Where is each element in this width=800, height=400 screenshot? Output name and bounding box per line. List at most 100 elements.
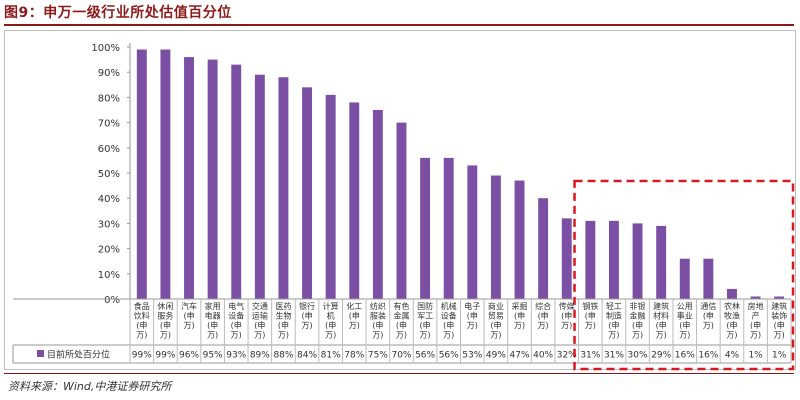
value-label: 1%	[772, 351, 787, 361]
category-label: 银行(申万)	[299, 301, 315, 330]
bar	[561, 218, 572, 299]
value-label: 81%	[321, 351, 341, 361]
category-label: 建筑装饰(申万)	[771, 301, 787, 340]
legend-swatch	[37, 350, 44, 357]
bar	[632, 223, 643, 299]
source-note: 资料来源：Wind,中港证券研究所	[8, 380, 172, 393]
bar	[538, 198, 549, 299]
category-label: 轻工制造(申万)	[606, 301, 622, 340]
legend-label: 目前所处百分位	[47, 349, 110, 361]
category-label: 汽车(申万)	[181, 301, 197, 330]
bar	[490, 175, 501, 299]
y-tick-label: 60%	[98, 144, 120, 155]
category-label: 国防军工(申万)	[417, 301, 433, 340]
bar	[396, 122, 407, 299]
bar	[443, 157, 454, 299]
bar	[656, 225, 667, 299]
value-label: 4%	[725, 351, 740, 361]
category-label: 商业贸易(申万)	[488, 301, 504, 340]
category-label: 计算机(申万)	[323, 301, 339, 340]
y-tick-label: 20%	[98, 245, 120, 256]
category-label: 公用事业(申万)	[677, 302, 693, 340]
value-label: 89%	[250, 351, 270, 361]
category-label: 非银金融(申万)	[630, 301, 646, 340]
category-label: 电气设备(申万)	[228, 301, 244, 340]
bar	[160, 49, 171, 299]
value-label: 78%	[344, 351, 364, 361]
title-divider	[4, 24, 794, 26]
value-label: 16%	[698, 351, 718, 361]
footer-divider	[4, 373, 794, 374]
y-tick-label: 70%	[98, 119, 120, 130]
y-tick-label: 90%	[98, 68, 120, 79]
bar	[325, 94, 336, 299]
bar	[136, 49, 147, 299]
value-label: 96%	[179, 351, 199, 361]
y-tick-label: 30%	[98, 219, 120, 230]
value-label: 1%	[748, 351, 763, 361]
bar-chart: 0% 10% 20% 30% 40% 50% 60% 70% 80% 90% 100% 食品饮料(申万…	[12, 43, 795, 371]
bar	[184, 57, 194, 299]
value-label: 56%	[439, 351, 459, 361]
category-label: 交通运输(申万)	[252, 301, 268, 340]
bar	[679, 258, 690, 299]
category-label: 建筑材料(申万)	[653, 301, 669, 340]
y-tick-label: 0%	[104, 295, 120, 306]
value-label: 93%	[226, 351, 246, 361]
bar	[207, 59, 218, 299]
value-label: 31%	[604, 351, 624, 361]
y-tick-label: 50%	[98, 169, 120, 180]
y-tick-label: 40%	[98, 194, 120, 205]
bar	[514, 180, 525, 299]
value-label: 49%	[486, 351, 506, 361]
value-label: 32%	[557, 351, 577, 361]
value-label: 31%	[580, 351, 600, 361]
bar	[302, 87, 313, 299]
category-label: 综合(申万)	[535, 301, 551, 330]
value-label: 99%	[155, 351, 175, 361]
value-label: 56%	[415, 351, 435, 361]
value-label: 47%	[510, 351, 530, 361]
category-label: 有色金属(申万)	[393, 301, 409, 340]
category-label: 农林牧渔(申万)	[724, 301, 740, 340]
category-label: 通信(申万)	[700, 301, 716, 330]
bar	[231, 64, 242, 299]
bar	[372, 110, 383, 299]
chart-title: 图9：申万一级行业所处估值百分位	[4, 5, 232, 21]
bar	[585, 220, 596, 299]
bar	[727, 288, 737, 299]
value-label: 88%	[273, 351, 293, 361]
highlight-box	[573, 179, 795, 371]
category-label: 机械设备(申万)	[441, 301, 457, 340]
value-label: 29%	[651, 351, 671, 361]
value-label: 84%	[297, 351, 317, 361]
bar	[254, 74, 265, 299]
value-label: 95%	[203, 351, 223, 361]
category-label: 纺织服装(申万)	[370, 301, 386, 340]
chart-frame: 0% 10% 20% 30% 40% 50% 60% 70% 80% 90% 100% 食品饮料(申万…	[4, 30, 796, 371]
value-label: 30%	[628, 351, 648, 361]
bar	[703, 258, 714, 299]
category-label: 食品饮料(申万)	[134, 301, 150, 340]
value-label: 40%	[533, 351, 553, 361]
value-label: 70%	[391, 351, 411, 361]
value-label: 53%	[462, 351, 482, 361]
bar	[608, 220, 619, 299]
value-label: 75%	[368, 351, 388, 361]
value-label: 16%	[675, 351, 695, 361]
bar	[750, 296, 761, 299]
bar	[467, 165, 478, 299]
value-label: 99%	[132, 351, 152, 361]
bar	[349, 102, 360, 299]
bar	[278, 77, 289, 299]
category-label: 家用电器(申万)	[205, 301, 221, 340]
y-tick-label: 100%	[91, 43, 120, 54]
category-label: 化工(申万)	[346, 301, 362, 330]
category-label: 传媒(申万)	[559, 301, 575, 330]
category-label: 房地产(申万)	[748, 301, 764, 340]
bar	[420, 157, 431, 299]
category-label: 医药生物(申万)	[275, 301, 291, 340]
category-label: 采掘(申万)	[512, 301, 528, 330]
bar	[774, 296, 785, 299]
y-tick-label: 10%	[98, 270, 120, 281]
